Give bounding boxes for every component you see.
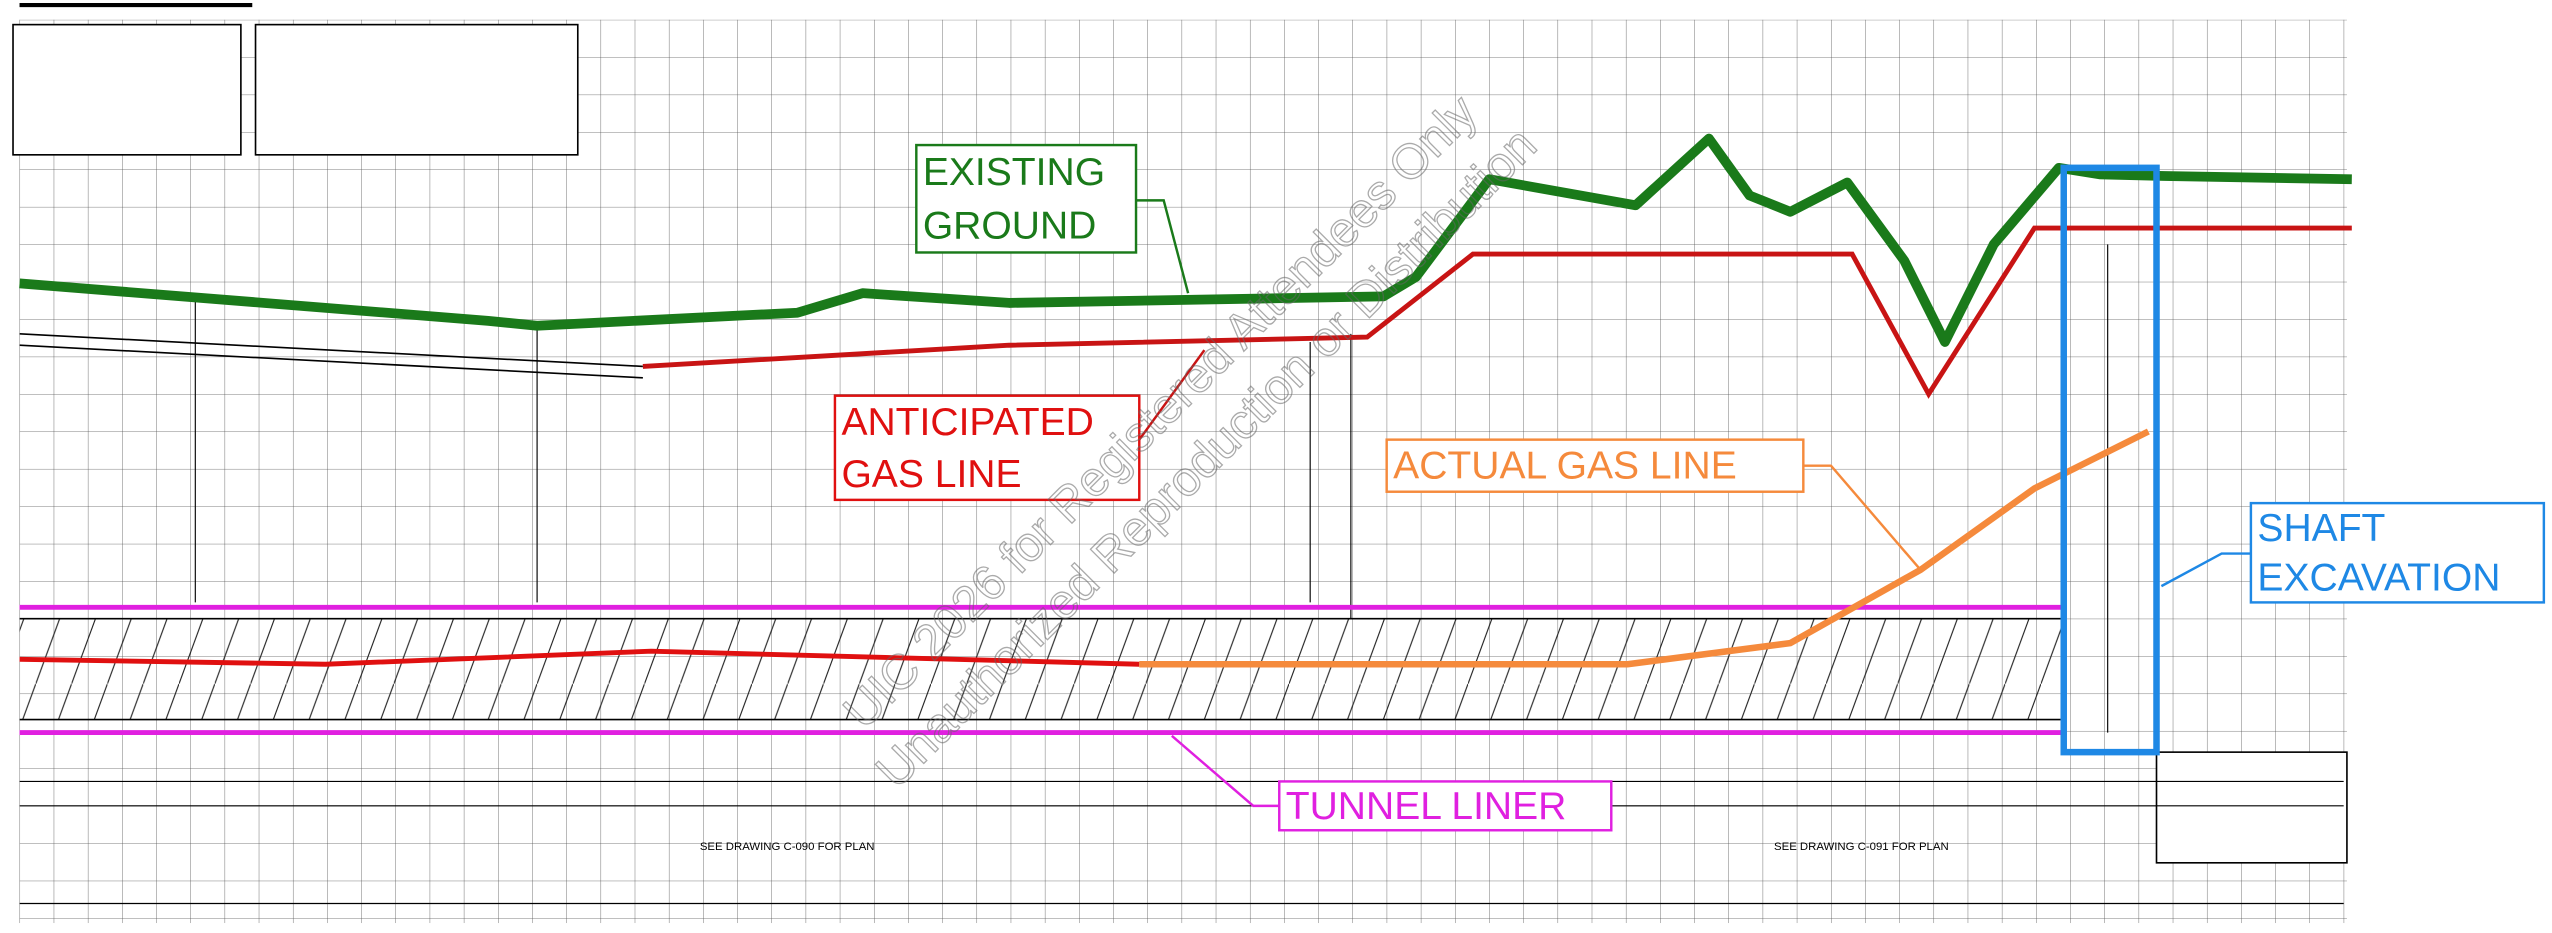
callout-label: EXISTING <box>923 151 1105 194</box>
callout-label: SHAFT <box>2257 507 2385 550</box>
note-block <box>256 25 578 155</box>
callout-label: GAS LINE <box>841 453 1021 496</box>
callout-label: EXCAVATION <box>2257 557 2500 600</box>
callout-label: ACTUAL GAS LINE <box>1393 445 1737 488</box>
page: EXISTING GROUND ANTICIPATED GAS LINE ACTUAL … <box>0 0 2552 933</box>
drawing: EXISTING GROUND ANTICIPATED GAS LINE ACTUAL … <box>0 0 2552 933</box>
callout-label: TUNNEL LINER <box>1286 785 1567 828</box>
callout-label: GROUND <box>923 205 1097 248</box>
note-block <box>2157 752 2347 863</box>
plan-reference: SEE DRAWING C-090 FOR PLAN <box>700 841 875 853</box>
callout-label: ANTICIPATED <box>841 401 1093 444</box>
plan-reference: SEE DRAWING C-091 FOR PLAN <box>1774 841 1949 853</box>
note-block <box>13 25 241 155</box>
